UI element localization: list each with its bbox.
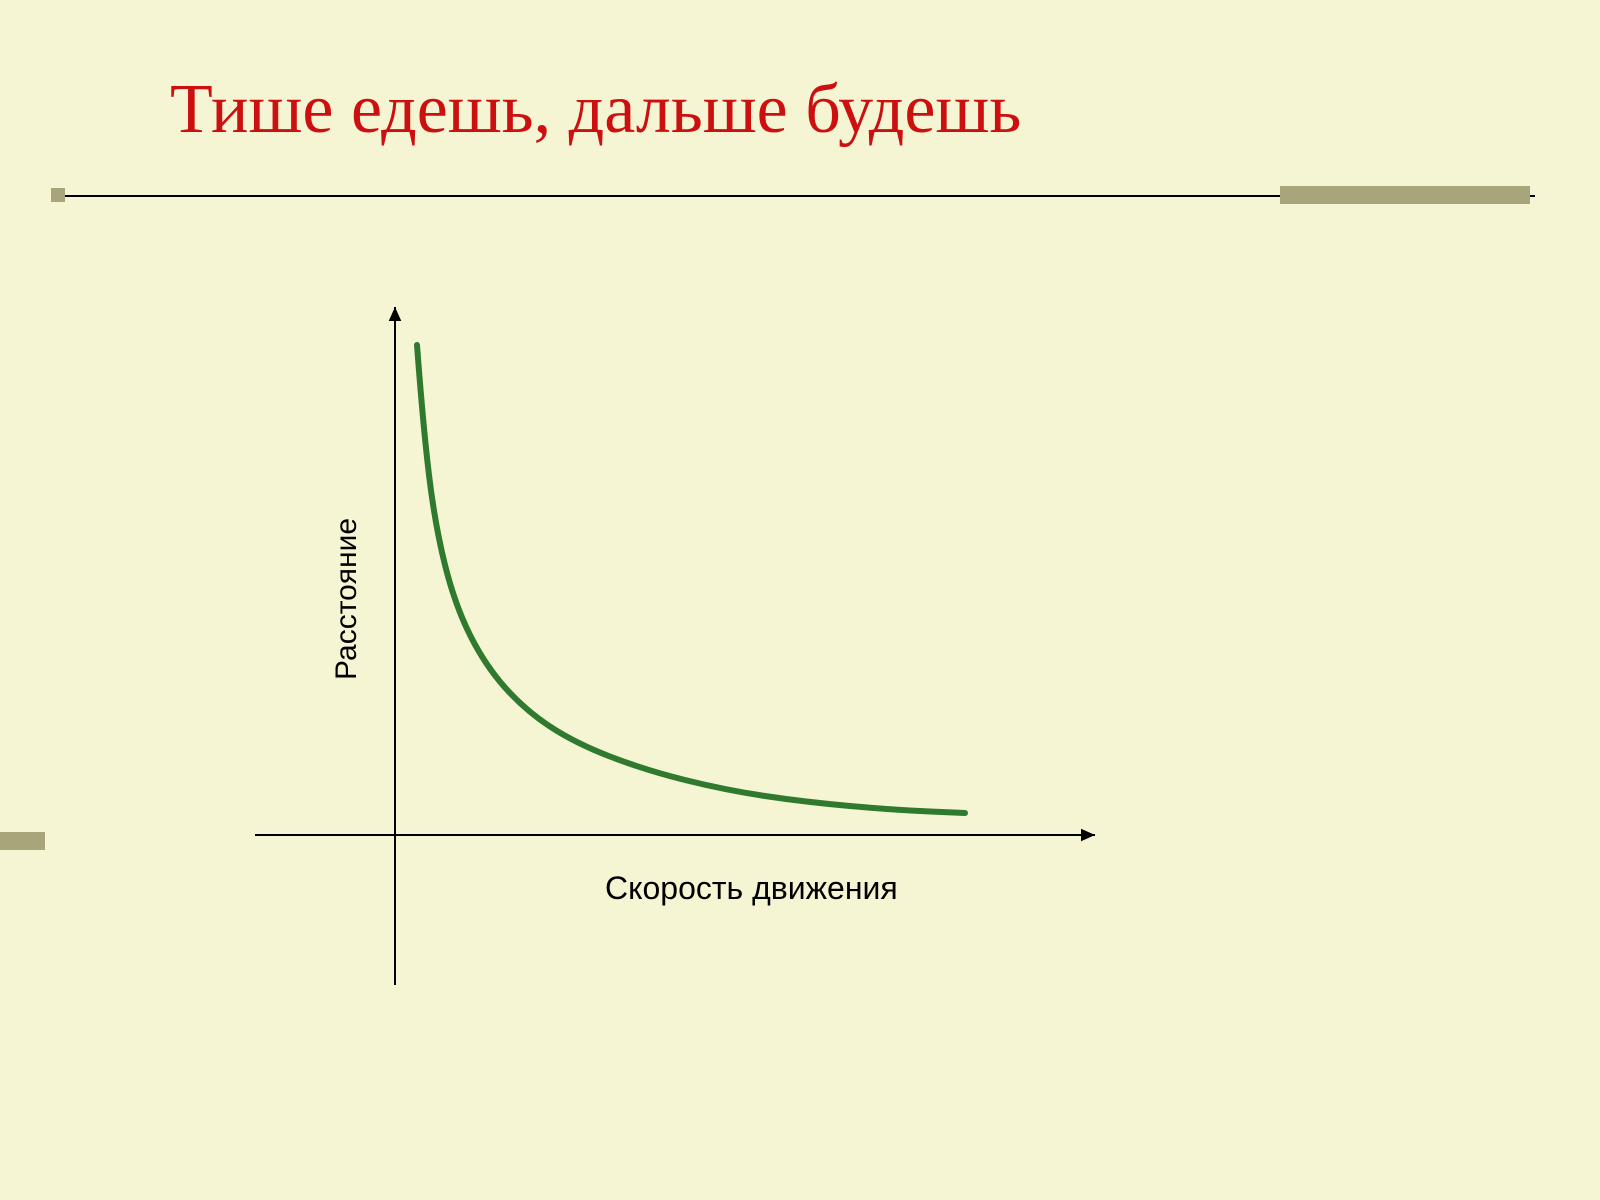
y-axis-arrow-icon xyxy=(389,307,402,321)
curve-line xyxy=(417,345,965,813)
x-axis-label: Скорость движения xyxy=(605,870,898,907)
y-axis-label: Расстояние xyxy=(330,518,364,680)
slide: Тише едешь, дальше будешь Скорость движе… xyxy=(0,0,1600,1200)
divider-bullet xyxy=(51,188,65,202)
accent-bar-left xyxy=(0,832,45,850)
slide-title: Тише едешь, дальше будешь xyxy=(170,70,1021,150)
accent-bar-right xyxy=(1280,186,1530,204)
x-axis-arrow-icon xyxy=(1081,829,1095,842)
